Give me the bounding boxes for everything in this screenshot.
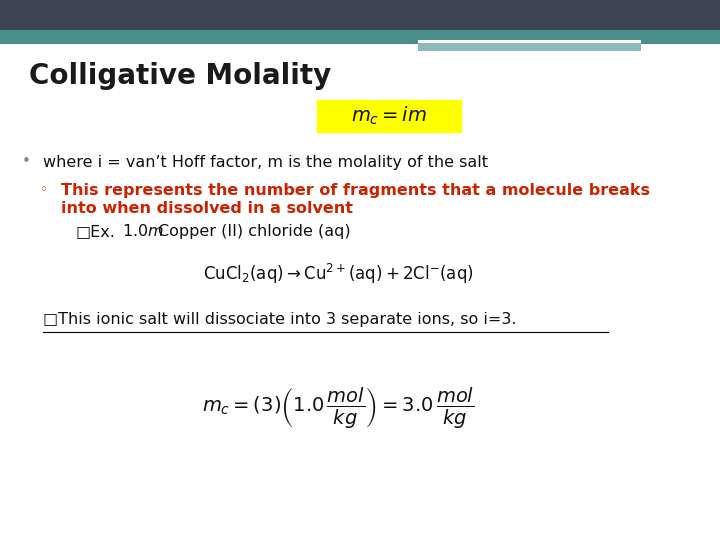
Text: $1.0m$: $1.0m$ [122,223,164,239]
Text: This represents the number of fragments that a molecule breaks: This represents the number of fragments … [61,183,650,198]
Bar [0,30,720,44]
Text: $m_c = (3)\left(1.0\,\dfrac{mol}{kg}\right) = 3.0\,\dfrac{mol}{kg}$: $m_c = (3)\left(1.0\,\dfrac{mol}{kg}\rig… [202,385,474,430]
Text: where i = van’t Hoff factor, m is the molality of the salt: where i = van’t Hoff factor, m is the mo… [43,154,488,170]
Text: □Ex.: □Ex. [76,224,115,239]
Text: $m_c = im$: $m_c = im$ [351,105,427,127]
Text: $\mathrm{CuCl_2(aq) \rightarrow Cu^{2+}(aq) + 2Cl^{-}(aq)}$: $\mathrm{CuCl_2(aq) \rightarrow Cu^{2+}(… [203,262,474,286]
FancyBboxPatch shape [317,100,461,132]
Text: Colligative Molality: Colligative Molality [29,62,331,90]
Text: into when dissolved in a solvent: into when dissolved in a solvent [61,201,354,216]
Text: •: • [22,154,30,170]
Text: ◦: ◦ [40,183,48,197]
Bar [418,40,641,43]
Bar [0,0,720,30]
Text: Copper (II) chloride (aq): Copper (II) chloride (aq) [158,224,351,239]
Bar [418,40,641,51]
Text: □This ionic salt will dissociate into 3 separate ions, so i=3.: □This ionic salt will dissociate into 3 … [43,312,517,327]
